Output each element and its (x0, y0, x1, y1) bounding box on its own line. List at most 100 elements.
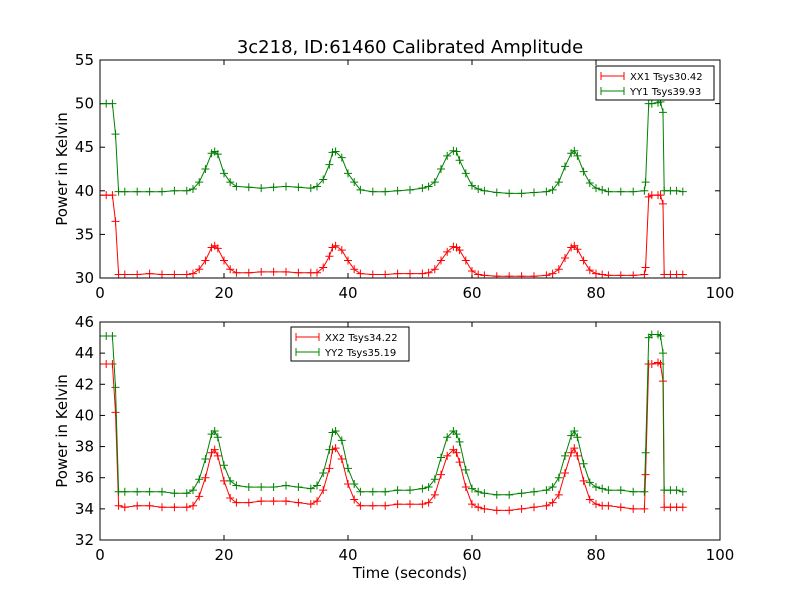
data-point (226, 265, 235, 274)
x-tick-label: 80 (586, 284, 605, 302)
data-point (592, 500, 600, 509)
data-point (133, 501, 142, 510)
data-point (337, 246, 346, 255)
data-point (573, 151, 582, 160)
data-point (437, 453, 445, 462)
data-point (672, 486, 681, 495)
data-point (108, 360, 117, 369)
y-tick-label: 30 (75, 269, 94, 287)
x-tick-label: 40 (338, 284, 357, 302)
data-point (480, 489, 489, 498)
data-point (443, 151, 452, 160)
legend: XX1 Tsys30.42 YY1 Tsys39.93 (595, 65, 715, 101)
data-point (381, 270, 390, 278)
data-point (356, 185, 365, 194)
data-point (189, 269, 197, 278)
data-point (492, 490, 501, 499)
data-point (269, 483, 278, 492)
data-point (598, 270, 607, 278)
legend-label: XX1 Tsys30.42 (630, 72, 703, 83)
data-point (350, 265, 359, 274)
data-point (616, 486, 625, 495)
data-point (145, 501, 154, 510)
x-tick-label: 100 (706, 284, 735, 302)
data-point (455, 458, 464, 467)
data-point (344, 464, 352, 473)
data-point (313, 182, 321, 191)
data-point (443, 247, 452, 256)
data-point (306, 184, 315, 193)
data-point (120, 187, 129, 196)
data-point (480, 186, 489, 195)
data-point (567, 431, 576, 440)
data-point (182, 270, 191, 278)
data-point (579, 476, 588, 485)
data-point (381, 187, 390, 196)
data-point (640, 487, 649, 496)
data-point (474, 270, 483, 278)
data-point (213, 433, 222, 442)
data-point (145, 187, 154, 196)
data-point (226, 178, 235, 187)
data-point (337, 153, 346, 162)
data-point (629, 187, 638, 196)
data-point (570, 444, 579, 453)
data-point (604, 271, 613, 278)
data-point (530, 487, 538, 496)
data-point (554, 490, 563, 499)
data-point (393, 500, 402, 509)
data-point (418, 184, 427, 193)
data-point (437, 165, 445, 173)
data-point (640, 270, 649, 278)
y-tick-label: 40 (75, 406, 94, 424)
data-point (393, 269, 402, 278)
data-point (505, 272, 514, 278)
data-point (418, 269, 427, 278)
data-point (658, 108, 667, 117)
data-point (257, 483, 266, 492)
data-point (306, 500, 315, 509)
legend-marker (295, 348, 320, 356)
data-point (530, 503, 538, 512)
top-panel: 0 20 40 60 80 100 30 35 40 45 50 55 Power in Kelvin X… (53, 51, 734, 302)
data-point (282, 497, 290, 506)
y-axis-label: Power in Kelvin (53, 112, 71, 226)
data-point (350, 178, 359, 187)
data-point (579, 459, 588, 468)
y-tick-label: 34 (75, 500, 94, 518)
data-point (331, 444, 340, 453)
data-point (517, 504, 526, 513)
data-point (170, 489, 179, 498)
data-point (158, 503, 166, 512)
data-point (282, 481, 290, 490)
data-point (393, 486, 402, 495)
data-point (585, 178, 594, 187)
data-point (356, 269, 365, 278)
data-point (213, 244, 222, 253)
data-point (269, 497, 278, 506)
data-point (189, 185, 197, 194)
data-point (331, 241, 340, 250)
data-point (108, 191, 117, 200)
data-point (468, 181, 476, 190)
data-point (220, 169, 228, 178)
legend-marker (295, 333, 320, 341)
data-point (319, 486, 328, 495)
data-point (616, 187, 625, 196)
data-point (542, 501, 551, 510)
data-point (616, 503, 625, 512)
data-point (406, 185, 414, 194)
x-tick-label: 0 (95, 284, 105, 302)
x-tick-label: 100 (706, 546, 735, 564)
data-point (418, 484, 427, 493)
data-point (344, 256, 352, 265)
data-point (120, 487, 129, 496)
data-point (201, 473, 210, 482)
data-point (548, 483, 557, 492)
data-point (468, 484, 476, 493)
data-point (542, 271, 551, 278)
data-point (455, 246, 464, 255)
data-point (313, 481, 321, 490)
x-tick-label: 0 (95, 546, 105, 564)
